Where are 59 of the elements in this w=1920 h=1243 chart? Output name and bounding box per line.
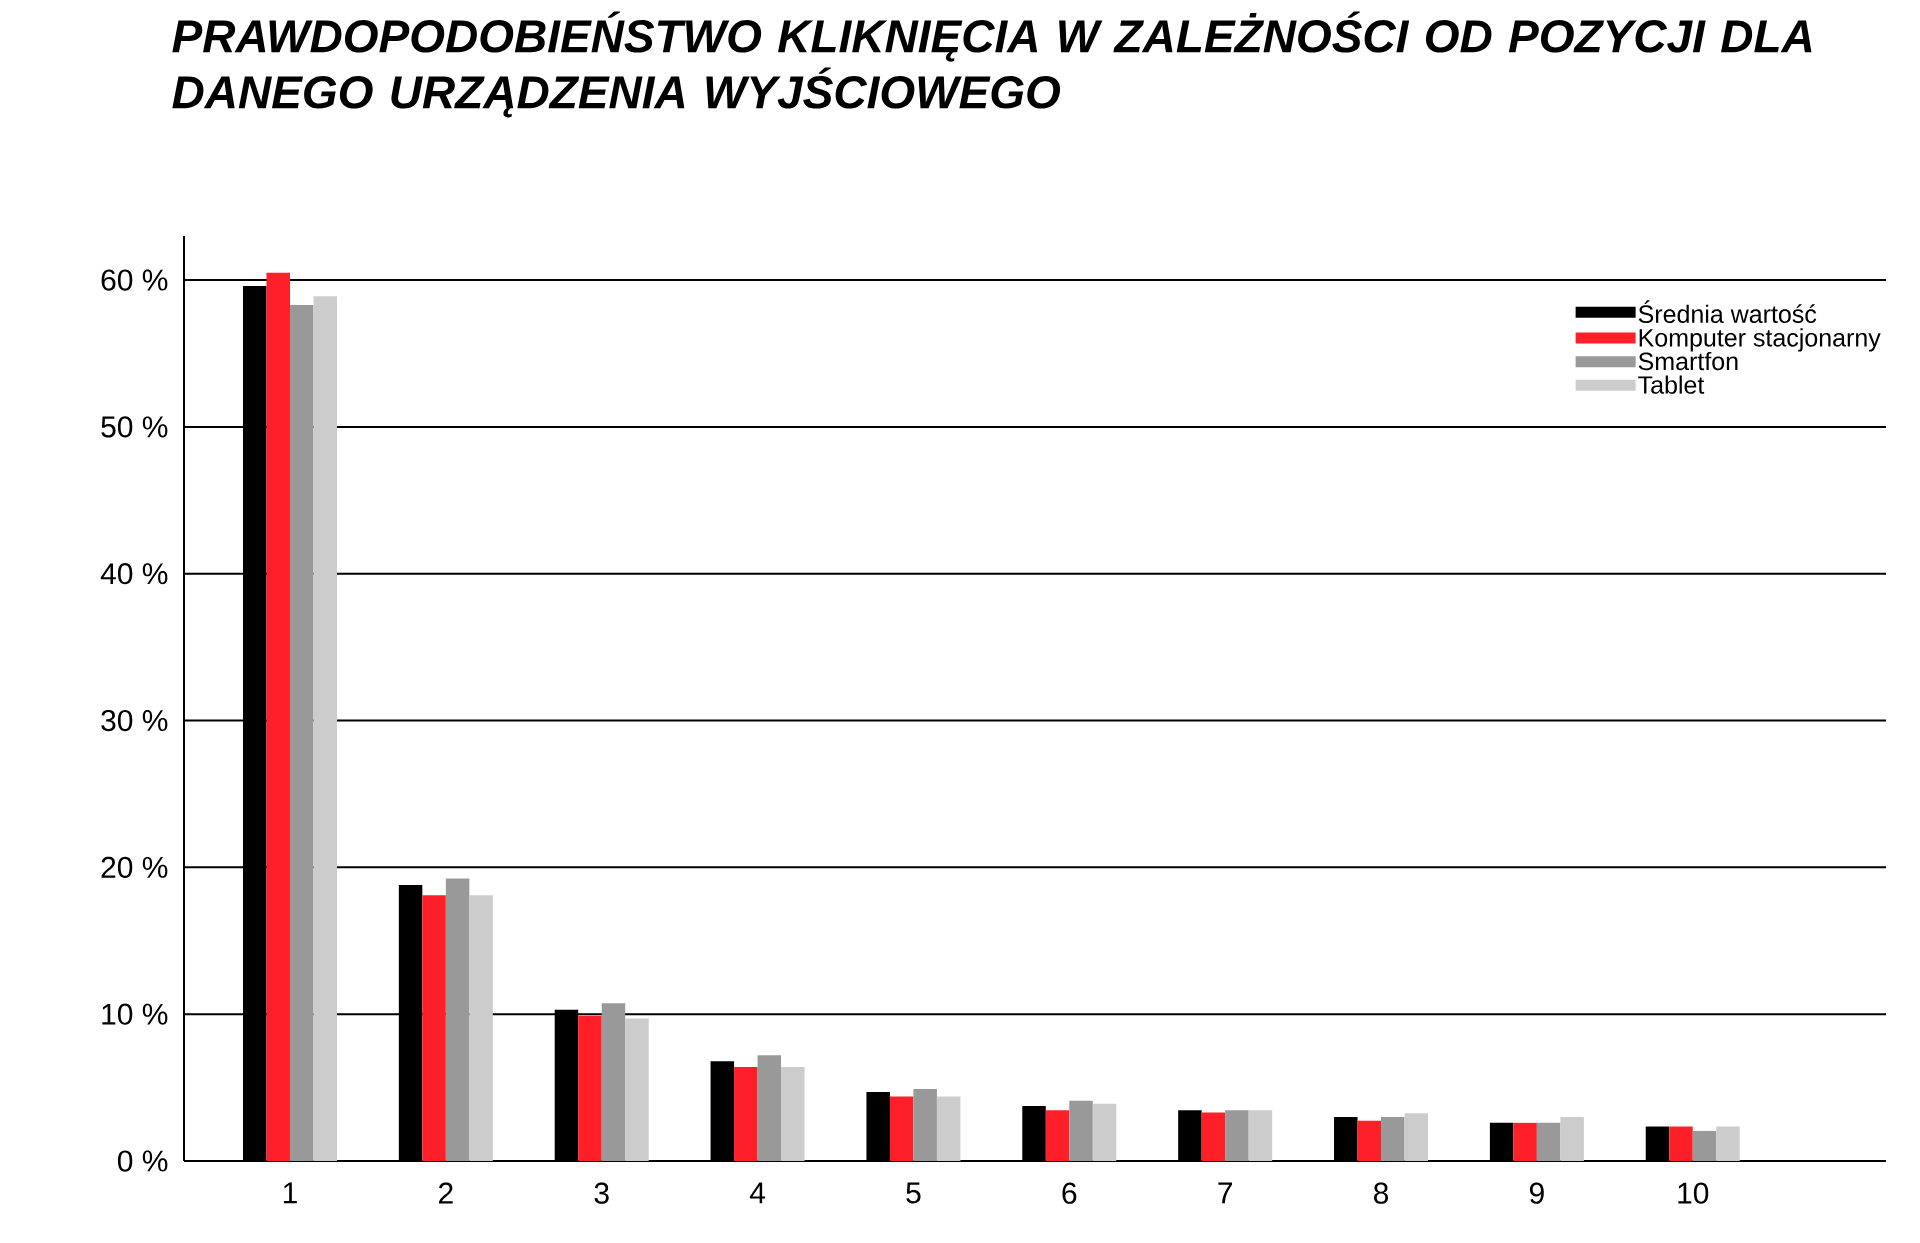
bar [1536,1122,1561,1162]
y-tick-label: 20 % [101,856,168,878]
bar [734,1067,758,1162]
bar [578,1015,602,1162]
bar [1645,1126,1670,1162]
x-tick-label: 10 [1678,1182,1709,1204]
bar [1692,1130,1717,1162]
bar [1092,1103,1117,1162]
bar [1357,1120,1382,1162]
y-tick-label: 60 % [101,269,168,291]
y-tick-label: 50 % [101,416,168,438]
bar [1513,1122,1537,1162]
x-tick-label: 5 [906,1182,921,1204]
bar [445,878,470,1162]
bar [1404,1113,1429,1162]
legend-label: Komputer stacjonarny [1639,328,1881,352]
x-tick-label: 6 [1062,1182,1077,1204]
bar [601,1003,626,1162]
x-tick-label: 4 [749,1182,766,1204]
y-tick-label: 0 % [117,1150,168,1172]
bar [866,1092,890,1162]
x-tick-label: 8 [1373,1182,1389,1204]
chart-title: PRAWDOPODOBIEŃSTWO KLIKNIĘCIA W ZALEŻNOŚCI OD POZYCJI DLA DANEGO URZĄDZENIA WYJŚCIOWEGO [172,11,1812,118]
bar [889,1096,914,1162]
bar [1248,1110,1273,1162]
bar [757,1055,782,1162]
bar [289,305,314,1162]
bar [313,296,337,1162]
x-tick-label: 7 [1218,1182,1232,1204]
y-tick-label: 10 % [102,1003,168,1025]
bar [1178,1110,1202,1162]
bar [1022,1105,1046,1162]
bar [1201,1112,1226,1162]
bar [1069,1100,1093,1162]
bar [1669,1126,1693,1162]
bar [422,895,446,1162]
bar [936,1096,961,1162]
bar [1225,1110,1249,1162]
bar [1045,1110,1070,1162]
legend-label: Średnia wartość [1638,300,1817,324]
bar [1716,1126,1740,1162]
bar [469,895,493,1162]
x-tick-label: 9 [1529,1182,1544,1204]
legend-label: Smartfon [1638,351,1738,371]
bar [1560,1116,1584,1162]
bar [710,1061,735,1162]
bar [781,1067,805,1162]
x-tick-label: 1 [283,1182,297,1204]
bar [625,1018,649,1162]
bar [266,272,290,1162]
y-tick-label: 40 % [100,563,168,585]
x-tick-label: 3 [594,1182,609,1204]
bar [1334,1116,1358,1162]
x-tick-label: 2 [439,1182,453,1204]
bar [1381,1116,1405,1162]
bar [913,1089,937,1162]
y-tick-label: 30 % [101,709,168,732]
legend-label: Tablet [1638,375,1705,394]
bar [1489,1122,1514,1162]
